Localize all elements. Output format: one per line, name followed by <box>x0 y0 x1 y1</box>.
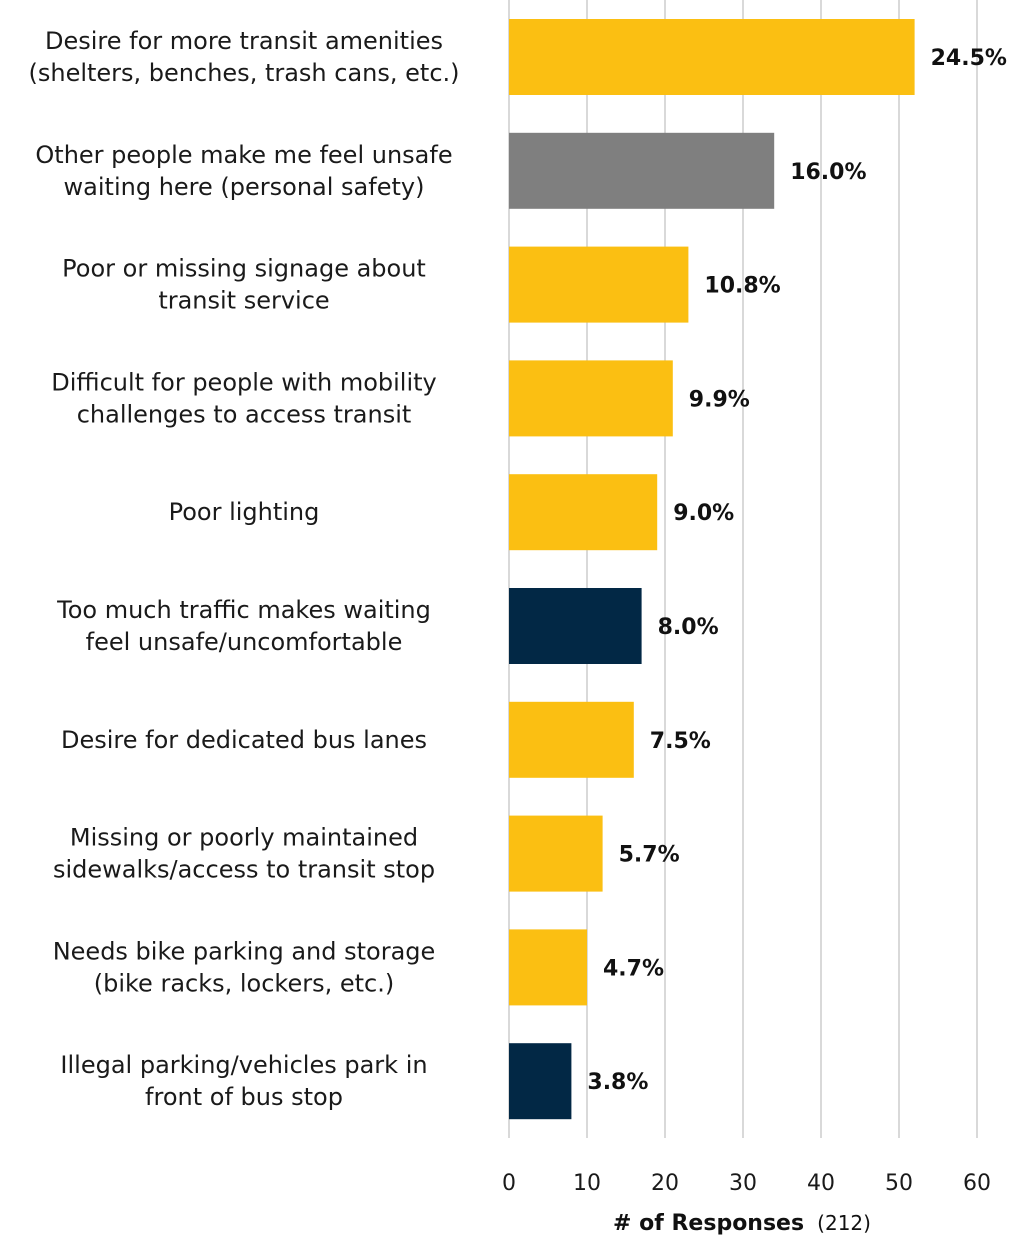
data-label-5: 9.0% <box>673 501 734 526</box>
category-label-line: Difficult for people with mobility <box>51 368 437 396</box>
category-label-line: Too much traffic makes waiting <box>56 596 431 624</box>
category-label-7: Desire for dedicated bus lanes <box>61 726 427 754</box>
bar-1 <box>509 19 915 95</box>
bar-6 <box>509 588 642 664</box>
data-labels: 24.5% 16.0% 10.8% 9.9% 9.0% 8.0% 7.5% 5.7% 4.7% 3… <box>587 46 1007 1095</box>
category-label-line: Desire for more transit amenities <box>45 27 443 55</box>
x-axis-title-count: (212) <box>817 1211 871 1235</box>
category-label-1: Desire for more transit amenities (shelte… <box>28 27 459 87</box>
category-label-9: Needs bike parking and storage (bike rack… <box>53 937 436 997</box>
bar-5 <box>509 474 658 551</box>
bar-2 <box>509 132 775 209</box>
category-label-line: front of bus stop <box>145 1083 343 1111</box>
category-labels: Desire for more transit amenities (shelte… <box>28 27 459 1111</box>
bar-8 <box>509 815 603 892</box>
x-axis-title-main: # of Responses <box>613 1211 804 1236</box>
x-tick-label-60: 60 <box>963 1171 991 1196</box>
x-axis-title: # of Responses (212) <box>613 1211 871 1236</box>
data-label-7: 7.5% <box>650 729 711 754</box>
bar-4 <box>509 360 673 437</box>
data-label-1: 24.5% <box>931 46 1007 71</box>
category-label-6: Too much traffic makes waiting feel unsaf… <box>56 596 431 656</box>
x-tick-label-30: 30 <box>729 1171 757 1196</box>
data-label-4: 9.9% <box>689 387 750 412</box>
data-label-9: 4.7% <box>603 956 664 981</box>
category-label-8: Missing or poorly maintained sidewalks/ac… <box>53 824 435 884</box>
category-label-line: Poor lighting <box>169 498 320 526</box>
x-axis-ticks: 0 10 20 30 40 50 60 <box>502 1171 991 1196</box>
category-label-line: Needs bike parking and storage <box>53 937 436 965</box>
data-label-3: 10.8% <box>704 274 780 299</box>
x-tick-label-0: 0 <box>502 1171 516 1196</box>
category-label-3: Poor or missing signage about transit ser… <box>62 255 426 315</box>
category-label-line: transit service <box>158 287 329 315</box>
x-tick-label-20: 20 <box>651 1171 679 1196</box>
category-label-line: feel unsafe/uncomfortable <box>86 628 403 656</box>
category-label-2: Other people make me feel unsafe waiting … <box>35 141 452 201</box>
data-label-8: 5.7% <box>619 843 680 868</box>
bar-10 <box>509 1043 572 1120</box>
bar-7 <box>509 701 634 778</box>
x-tick-label-50: 50 <box>885 1171 913 1196</box>
category-label-line: challenges to access transit <box>77 400 412 428</box>
data-label-2: 16.0% <box>790 160 866 185</box>
category-label-line: Missing or poorly maintained <box>70 824 418 852</box>
data-label-6: 8.0% <box>658 615 719 640</box>
category-label-line: (bike racks, lockers, etc.) <box>94 969 394 997</box>
category-label-line: waiting here (personal safety) <box>64 173 425 201</box>
bars <box>509 19 915 1120</box>
category-label-line: Poor or missing signage about <box>62 255 426 283</box>
category-label-line: Other people make me feel unsafe <box>35 141 452 169</box>
category-label-10: Illegal parking/vehicles park in front of… <box>60 1051 427 1111</box>
category-label-line: Illegal parking/vehicles park in <box>60 1051 427 1079</box>
data-label-10: 3.8% <box>587 1070 648 1095</box>
category-label-line: sidewalks/access to transit stop <box>53 856 435 884</box>
category-label-line: (shelters, benches, trash cans, etc.) <box>28 59 459 87</box>
category-label-line: Desire for dedicated bus lanes <box>61 726 427 754</box>
x-tick-label-10: 10 <box>573 1171 601 1196</box>
category-label-4: Difficult for people with mobility challe… <box>51 368 437 428</box>
bar-9 <box>509 929 587 1006</box>
x-tick-label-40: 40 <box>807 1171 835 1196</box>
category-label-5: Poor lighting <box>169 498 320 526</box>
bar-3 <box>509 246 689 323</box>
